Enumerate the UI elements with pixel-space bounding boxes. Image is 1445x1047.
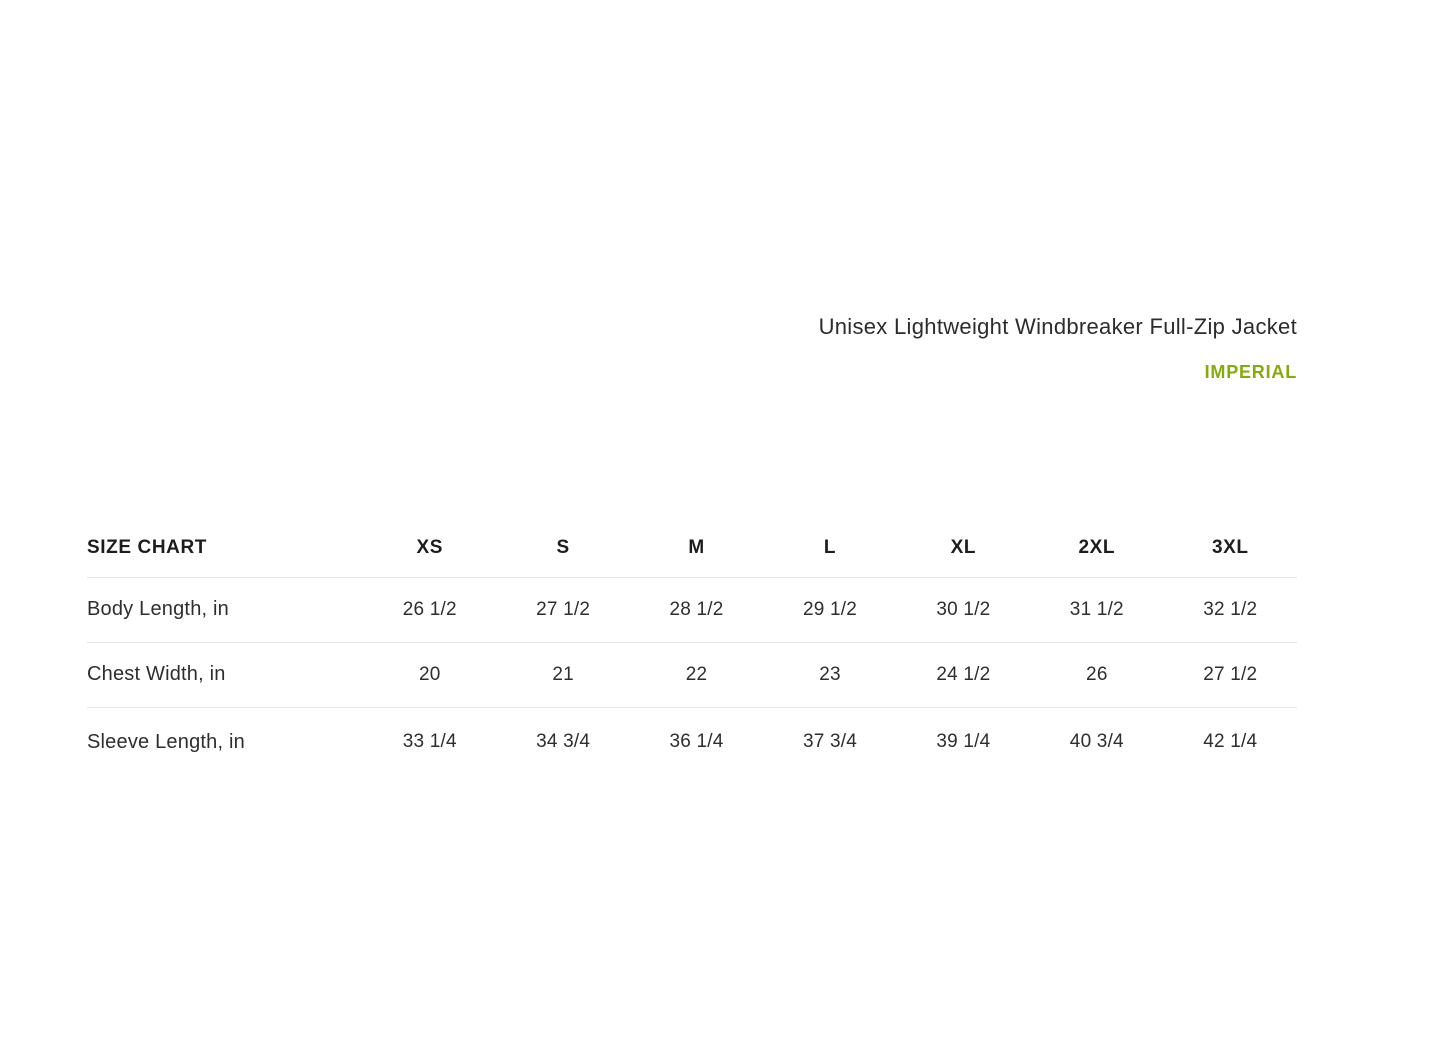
cell-value: 21 (496, 642, 630, 708)
cell-value: 23 (763, 642, 897, 708)
size-chart-title: SIZE CHART (87, 519, 363, 578)
row-label: Sleeve Length, in (87, 730, 245, 753)
table-row-body-length: Body Length, in 26 1/2 27 1/2 28 1/2 29 … (87, 577, 1297, 643)
cell-value: 33 1/4 (402, 731, 457, 753)
cell-value: 24 1/2 (896, 642, 1031, 708)
cell-value: 28 1/2 (629, 577, 764, 643)
cell-value: 32 1/2 (1163, 577, 1297, 643)
cell-value: 37 3/4 (802, 731, 857, 753)
cell-value: 34 3/4 (536, 731, 591, 753)
size-header-s: S (496, 519, 630, 578)
size-header-l: L (763, 519, 897, 578)
cell-value: 40 3/4 (1069, 731, 1124, 753)
size-header-m: M (629, 519, 764, 578)
cell-value: 20 (363, 642, 497, 708)
cell-value: 36 1/4 (669, 731, 724, 753)
table-row-chest-width: Chest Width, in 20 21 22 23 24 1/2 26 27… (87, 642, 1297, 708)
cell-value: 22 (629, 642, 764, 708)
cell-value: 39 1/4 (936, 731, 991, 753)
product-title: Unisex Lightweight Windbreaker Full-Zip … (818, 314, 1297, 339)
cell-value: 42 1/4 (1203, 731, 1258, 753)
row-label: Chest Width, in (87, 642, 363, 708)
cell-value: 26 1/2 (363, 577, 497, 643)
size-header-xl: XL (896, 519, 1031, 578)
size-header-3xl: 3XL (1163, 519, 1297, 578)
cell-value: 27 1/2 (496, 577, 630, 643)
cell-value: 26 (1030, 642, 1164, 708)
unit-system-label: IMPERIAL (1204, 362, 1297, 382)
size-chart-header-row: SIZE CHART XS S M L XL 2XL 3XL (87, 519, 1297, 578)
size-chart-table: SIZE CHART XS S M L XL 2XL 3XL Body Leng… (87, 519, 1297, 777)
row-label: Body Length, in (87, 577, 363, 643)
cell-value: 30 1/2 (896, 577, 1031, 643)
table-row-sleeve-length: Sleeve Length, in 33 1/4 34 3/4 36 1/4 3… (87, 707, 1297, 777)
cell-value: 31 1/2 (1030, 577, 1164, 643)
cell-value: 27 1/2 (1163, 642, 1297, 708)
size-header-xs: XS (363, 519, 497, 578)
cell-value: 29 1/2 (763, 577, 897, 643)
size-header-2xl: 2XL (1030, 519, 1164, 578)
